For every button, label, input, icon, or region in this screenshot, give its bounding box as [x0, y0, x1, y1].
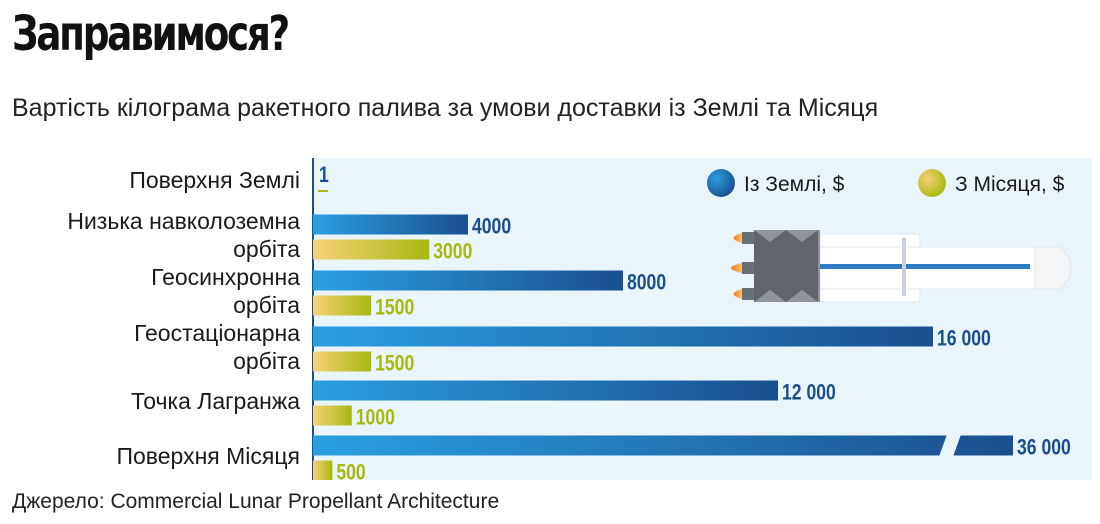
earth-bar	[313, 326, 933, 347]
category-label: Поверхня Місяця	[116, 443, 300, 469]
category-label: Геостаціонарна	[134, 320, 300, 346]
moon-bar	[313, 405, 352, 426]
earth-value-label: 8000	[627, 271, 666, 295]
legend-moon-marker	[918, 169, 946, 197]
plot-background	[312, 158, 1092, 480]
moon-bar	[313, 351, 372, 372]
rocket-illustration	[731, 230, 1072, 303]
category-label: Точка Лагранжа	[131, 388, 300, 414]
category-label: орбіта	[233, 292, 300, 318]
moon-bar	[313, 295, 372, 316]
earth-bar	[313, 380, 778, 401]
category-label: орбіта	[233, 236, 300, 262]
source-note: Джерело: Commercial Lunar Propellant Arc…	[12, 490, 500, 513]
earth-value-label: 4000	[472, 215, 511, 239]
legend-moon-label: З Місяця, $	[955, 173, 1065, 196]
axis-break	[938, 433, 962, 458]
category-label: Геосинхронна	[151, 264, 300, 290]
moon-bar	[318, 190, 328, 192]
earth-value-label: 16 000	[937, 327, 991, 351]
earth-value-label: 1	[319, 163, 329, 187]
legend: Із Землі, $ З Місяця, $	[707, 169, 1065, 197]
category-label: Поверхня Землі	[129, 167, 300, 193]
earth-value-label: 12 000	[782, 381, 836, 405]
legend-earth-label: Із Землі, $	[744, 173, 845, 196]
moon-bar	[313, 460, 333, 480]
category-label: Низька навколоземна	[67, 208, 300, 234]
earth-bar	[313, 435, 1013, 456]
chart-title: Заправимося?	[12, 6, 290, 62]
moon-value-label: 1000	[356, 406, 395, 430]
chart-subtitle: Вартість кілограма ракетного палива за у…	[12, 94, 879, 122]
moon-bar	[313, 239, 430, 260]
category-label: орбіта	[233, 348, 300, 374]
moon-value-label: 1500	[375, 296, 414, 320]
moon-value-label: 3000	[433, 240, 472, 264]
earth-value-label: 36 000	[1017, 436, 1071, 460]
moon-value-label: 500	[336, 461, 365, 480]
earth-bar	[313, 270, 623, 291]
legend-earth-marker	[707, 169, 735, 197]
moon-value-label: 1500	[375, 352, 414, 376]
earth-bar	[313, 214, 468, 235]
